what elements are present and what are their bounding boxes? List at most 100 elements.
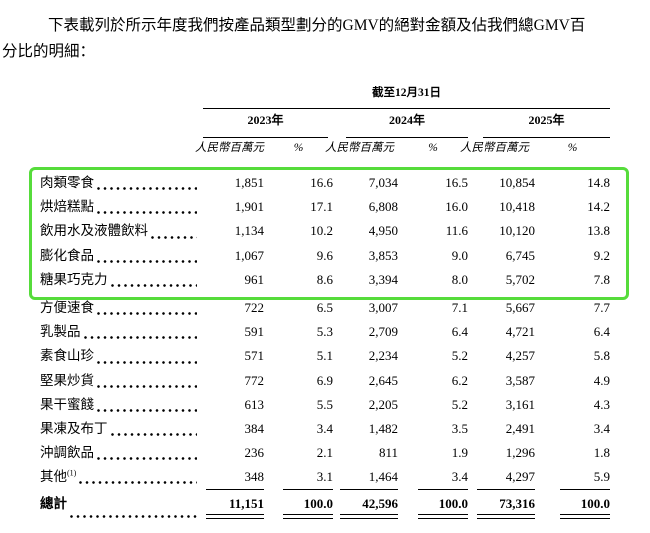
intro-line-1: 下表載列於所示年度我們按產品類型劃分的GMV的絕對金額及佔我們總GMV百: [48, 17, 586, 34]
table-row: 果凍及布丁 384 3.4 1,482 3.5 2,491 3.4: [40, 417, 610, 441]
value-2025: 2,491: [505, 420, 535, 436]
category-column: 果干蜜餞: [40, 393, 203, 417]
gmv-table: 截至12月31日 2023年 2024年 2025年 人民幣百萬元 % 人民幣百…: [40, 86, 610, 525]
value-2025: 6,745: [505, 247, 535, 263]
unit-group-2024: 人民幣百萬元 %: [325, 141, 468, 155]
table-row: 烘焙糕點 1,901 17.1 6,808 16.0 10,418 14.2: [40, 195, 610, 219]
value-2025-cell: 3,587: [468, 369, 535, 393]
value-2025-cell: 10,120: [468, 219, 535, 243]
value-2023: 1,067: [234, 247, 264, 263]
period-header: 截至12月31日: [203, 86, 610, 109]
percent-2024: 9.0: [451, 247, 468, 263]
value-2024-cell: 1,464: [333, 465, 398, 491]
value-2025: 4,297: [477, 465, 535, 491]
value-2025: 10,120: [499, 223, 535, 239]
value-2023-cell: 613: [203, 393, 265, 417]
dot-leader: [151, 235, 197, 239]
value-2023: 961: [244, 271, 265, 287]
percent-2023-cell: 6.5: [264, 296, 333, 320]
table-header-period: 截至12月31日: [40, 86, 610, 109]
table-header-units: 人民幣百萬元 % 人民幣百萬元 % 人民幣百萬元 %: [40, 141, 610, 155]
dot-leader: [97, 312, 197, 316]
percent-2023-cell: 9.6: [264, 244, 333, 268]
percent-2025: 9.2: [593, 247, 610, 263]
percent-2023: 6.5: [316, 299, 333, 315]
intro-paragraph: 下表載列於所示年度我們按產品類型劃分的GMV的絕對金額及佔我們總GMV百 分比的…: [2, 13, 646, 65]
category-column: 總計: [40, 495, 203, 525]
value-2023: 613: [244, 396, 265, 412]
percent-label-2024: %: [428, 142, 438, 154]
percent-2024-cell: 6.2: [398, 369, 468, 393]
table-row: 其他(1) 348 3.1 1,464 3.4 4,297 5.9: [40, 465, 610, 491]
value-2024: 7,034: [368, 175, 398, 190]
percent-2023: 17.1: [310, 199, 333, 215]
percent-2025: 7.7: [593, 299, 610, 315]
value-2024-cell: 2,709: [333, 320, 398, 344]
value-2023: 1,134: [234, 223, 264, 239]
percent-2024: 16.0: [445, 199, 468, 215]
percent-2023: 6.9: [316, 372, 333, 388]
dot-leader: [97, 457, 197, 461]
category-label: 膨化食品: [40, 247, 94, 263]
percent-2024: 1.9: [451, 445, 468, 461]
total-row: 總計 11,151 100.0 42,596 100.0 73,316 100.…: [40, 495, 610, 525]
percent-2023: 9.6: [316, 247, 333, 263]
percent-2023-cell: 5.1: [264, 344, 333, 368]
value-2025-cell: 5,702: [468, 268, 535, 292]
header-spacer: [40, 86, 203, 109]
value-2023-cell: 591: [203, 320, 265, 344]
category-column: 飲用水及液體飲料: [40, 219, 203, 243]
value-2024-cell: 3,394: [333, 268, 398, 292]
percent-2023: 5.3: [316, 324, 333, 340]
year-group-2025: 2025年: [468, 113, 610, 138]
value-2024: 811: [378, 445, 398, 461]
category-label: 肉類零食: [40, 175, 94, 190]
percent-2025: 13.8: [587, 223, 610, 239]
category-label: 烘焙糕點: [40, 199, 94, 215]
percent-2023: 8.6: [316, 271, 333, 287]
category-label: 糖果巧克力: [40, 271, 108, 287]
percent-2023-cell: 5.3: [264, 320, 333, 344]
percent-2025: 1.8: [593, 445, 610, 461]
category-column: 乳製品: [40, 320, 203, 344]
year-header-2025: 2025年: [483, 113, 610, 138]
value-2024-cell: 7,034: [333, 171, 398, 195]
header-spacer: [40, 141, 203, 155]
total-percent-2025-cell: 100.0: [535, 495, 610, 525]
value-2023-cell: 236: [203, 441, 265, 465]
table-row: 乳製品 591 5.3 2,709 6.4 4,721 6.4: [40, 320, 610, 344]
percent-2024: 11.6: [445, 223, 468, 239]
value-2025: 10,854: [499, 175, 535, 190]
percent-2023: 5.5: [316, 396, 333, 412]
percent-2025-cell: 14.8: [535, 171, 610, 195]
percent-2024-cell: 5.2: [398, 344, 468, 368]
percent-2023: 3.4: [316, 420, 333, 436]
category-column: 方便速食: [40, 296, 203, 320]
percent-2024: 3.5: [451, 420, 468, 436]
percent-2024-cell: 3.4: [398, 465, 468, 491]
value-2025: 4,721: [505, 324, 535, 340]
value-2024-cell: 4,950: [333, 219, 398, 243]
percent-2025-cell: 5.9: [535, 465, 610, 491]
percent-2024-cell: 16.0: [398, 195, 468, 219]
value-2023-cell: 722: [203, 296, 265, 320]
percent-2025: 5.8: [593, 348, 610, 364]
table-row: 肉類零食 1,851 16.6 7,034 16.5 10,854 14.8: [40, 171, 610, 195]
category-column: 其他(1): [40, 465, 203, 489]
value-2025: 1,296: [505, 445, 535, 461]
value-2024-cell: 1,482: [333, 417, 398, 441]
unit-label-2025: 人民幣百萬元: [460, 142, 529, 154]
value-2025: 10,418: [499, 199, 535, 215]
total-percent-2023: 100.0: [283, 495, 333, 520]
percent-2023-cell: 3.1: [264, 465, 333, 491]
value-2025-cell: 4,257: [468, 344, 535, 368]
percent-2024-cell: 3.5: [398, 417, 468, 441]
value-2024-cell: 2,645: [333, 369, 398, 393]
dot-leader: [70, 515, 197, 519]
percent-2023-cell: 8.6: [264, 268, 333, 292]
value-2023: 772: [244, 372, 265, 388]
value-2024: 6,808: [368, 199, 398, 215]
percent-2024-cell: 5.2: [398, 393, 468, 417]
percent-2025: 4.9: [593, 372, 610, 388]
value-2024: 1,464: [340, 465, 398, 491]
